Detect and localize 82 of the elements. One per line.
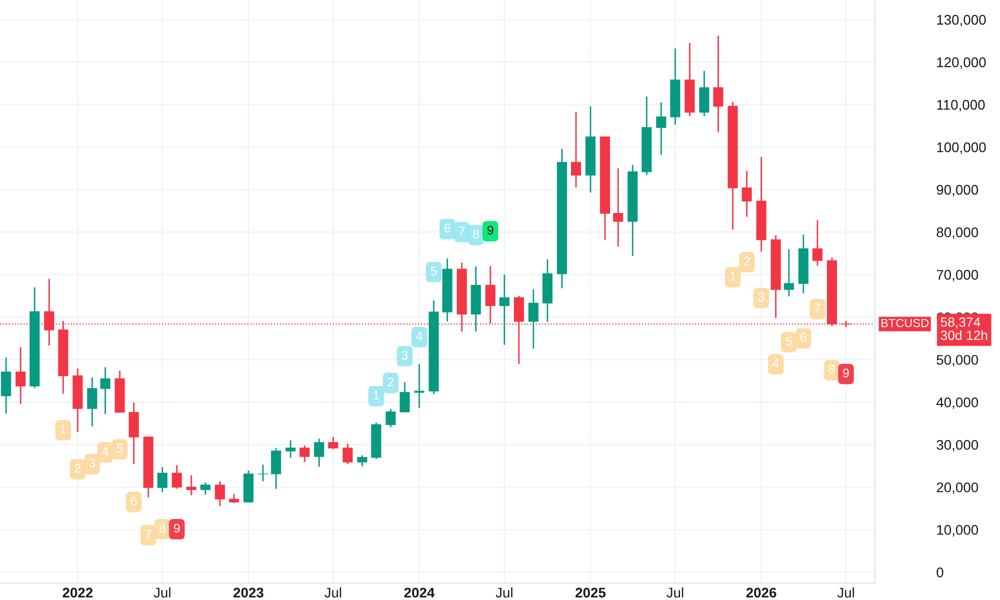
candlestick <box>172 464 182 490</box>
candlestick <box>87 376 98 428</box>
candlestick <box>528 288 538 350</box>
annotation: 6 <box>800 332 806 342</box>
annotation: 2 <box>74 464 81 473</box>
y-tick-label: 90,000 <box>936 184 978 196</box>
candlestick <box>1 356 12 414</box>
x-tick-label: Jul <box>496 587 512 598</box>
x-tick-label: 2022 <box>62 588 93 598</box>
candlestick <box>414 364 424 409</box>
annotation: 7 <box>145 530 152 538</box>
annotation: 7 <box>458 226 465 236</box>
annotation: 9 <box>843 368 849 378</box>
annotation: 3 <box>758 292 764 302</box>
annotation: 2 <box>744 256 750 266</box>
candlestick <box>342 443 353 465</box>
annotation: 1 <box>60 424 66 434</box>
x-tick-label: 2023 <box>233 588 264 598</box>
candlestick <box>16 346 26 405</box>
annotation: 3 <box>89 458 96 468</box>
annotation: 8 <box>829 364 835 374</box>
annotation: 9 <box>174 524 180 533</box>
y-tick-label: 30,000 <box>936 440 978 452</box>
candlestick <box>386 408 396 428</box>
annotation: 4 <box>772 358 779 368</box>
text: 58,374 <box>940 317 980 328</box>
annotation: 4 <box>416 332 422 340</box>
x-tick-label: Jul <box>324 587 342 598</box>
candlestick <box>713 35 724 133</box>
annotation: 6 <box>130 496 137 506</box>
x-tick-label: 2025 <box>576 588 606 598</box>
x-tick-label: Jul <box>154 587 170 598</box>
candlestick <box>100 366 110 415</box>
annotation: 5 <box>786 336 792 346</box>
candlestick <box>200 482 210 496</box>
candlestick <box>300 444 310 463</box>
x-tick-label: Jul <box>666 587 684 598</box>
candlestick <box>271 447 282 490</box>
annotation: 9 <box>487 226 494 235</box>
y-tick-label: 100,000 <box>937 142 986 154</box>
candlestick <box>258 464 268 482</box>
y-tick-label: 10,000 <box>937 524 978 536</box>
candlestick <box>214 480 225 507</box>
annotation: 4 <box>102 446 108 456</box>
annotation: 8 <box>472 230 479 238</box>
y-tick-label: 70,000 <box>936 270 978 282</box>
y-tick-label: 110,000 <box>937 100 985 112</box>
candlestick <box>656 102 666 156</box>
y-tick-label: 20,000 <box>936 482 978 494</box>
y-tick-label: 0 <box>936 567 944 578</box>
candlestick <box>499 274 510 346</box>
annotation: 1 <box>730 272 736 280</box>
y-tick-label: 50,000 <box>936 354 978 366</box>
annotation: 7 <box>814 304 820 312</box>
candlestick <box>328 436 338 450</box>
ref-line-label: BTCUSD <box>882 318 929 328</box>
text: 30d 12h <box>940 330 988 340</box>
annotation: 8 <box>159 524 166 533</box>
annotation: 2 <box>388 377 394 386</box>
y-tick-label: 120,000 <box>937 57 986 69</box>
candlestick <box>186 474 196 496</box>
x-tick-label: 2026 <box>746 588 776 598</box>
candlestick <box>570 111 582 188</box>
candlestick <box>157 466 168 493</box>
candlestick <box>742 170 752 218</box>
candlestick <box>400 381 410 414</box>
annotation: 5 <box>430 266 437 276</box>
annotation: 1 <box>374 390 380 400</box>
candlestick <box>812 219 822 266</box>
y-tick-label: 40,000 <box>936 397 978 409</box>
y-tick-label: 130,000 <box>937 14 986 26</box>
candlestick <box>286 440 296 458</box>
y-tick-label: 80,000 <box>936 227 978 239</box>
candlestick <box>357 454 368 467</box>
candlestick <box>613 168 624 248</box>
x-tick-label: Jul <box>837 587 854 598</box>
candlestick <box>784 248 794 297</box>
x-tick-label: 2024 <box>404 588 435 598</box>
annotation: 6 <box>444 224 450 232</box>
candlestick <box>314 438 324 468</box>
annotation: 3 <box>402 350 408 360</box>
annotation: 5 <box>116 444 123 453</box>
